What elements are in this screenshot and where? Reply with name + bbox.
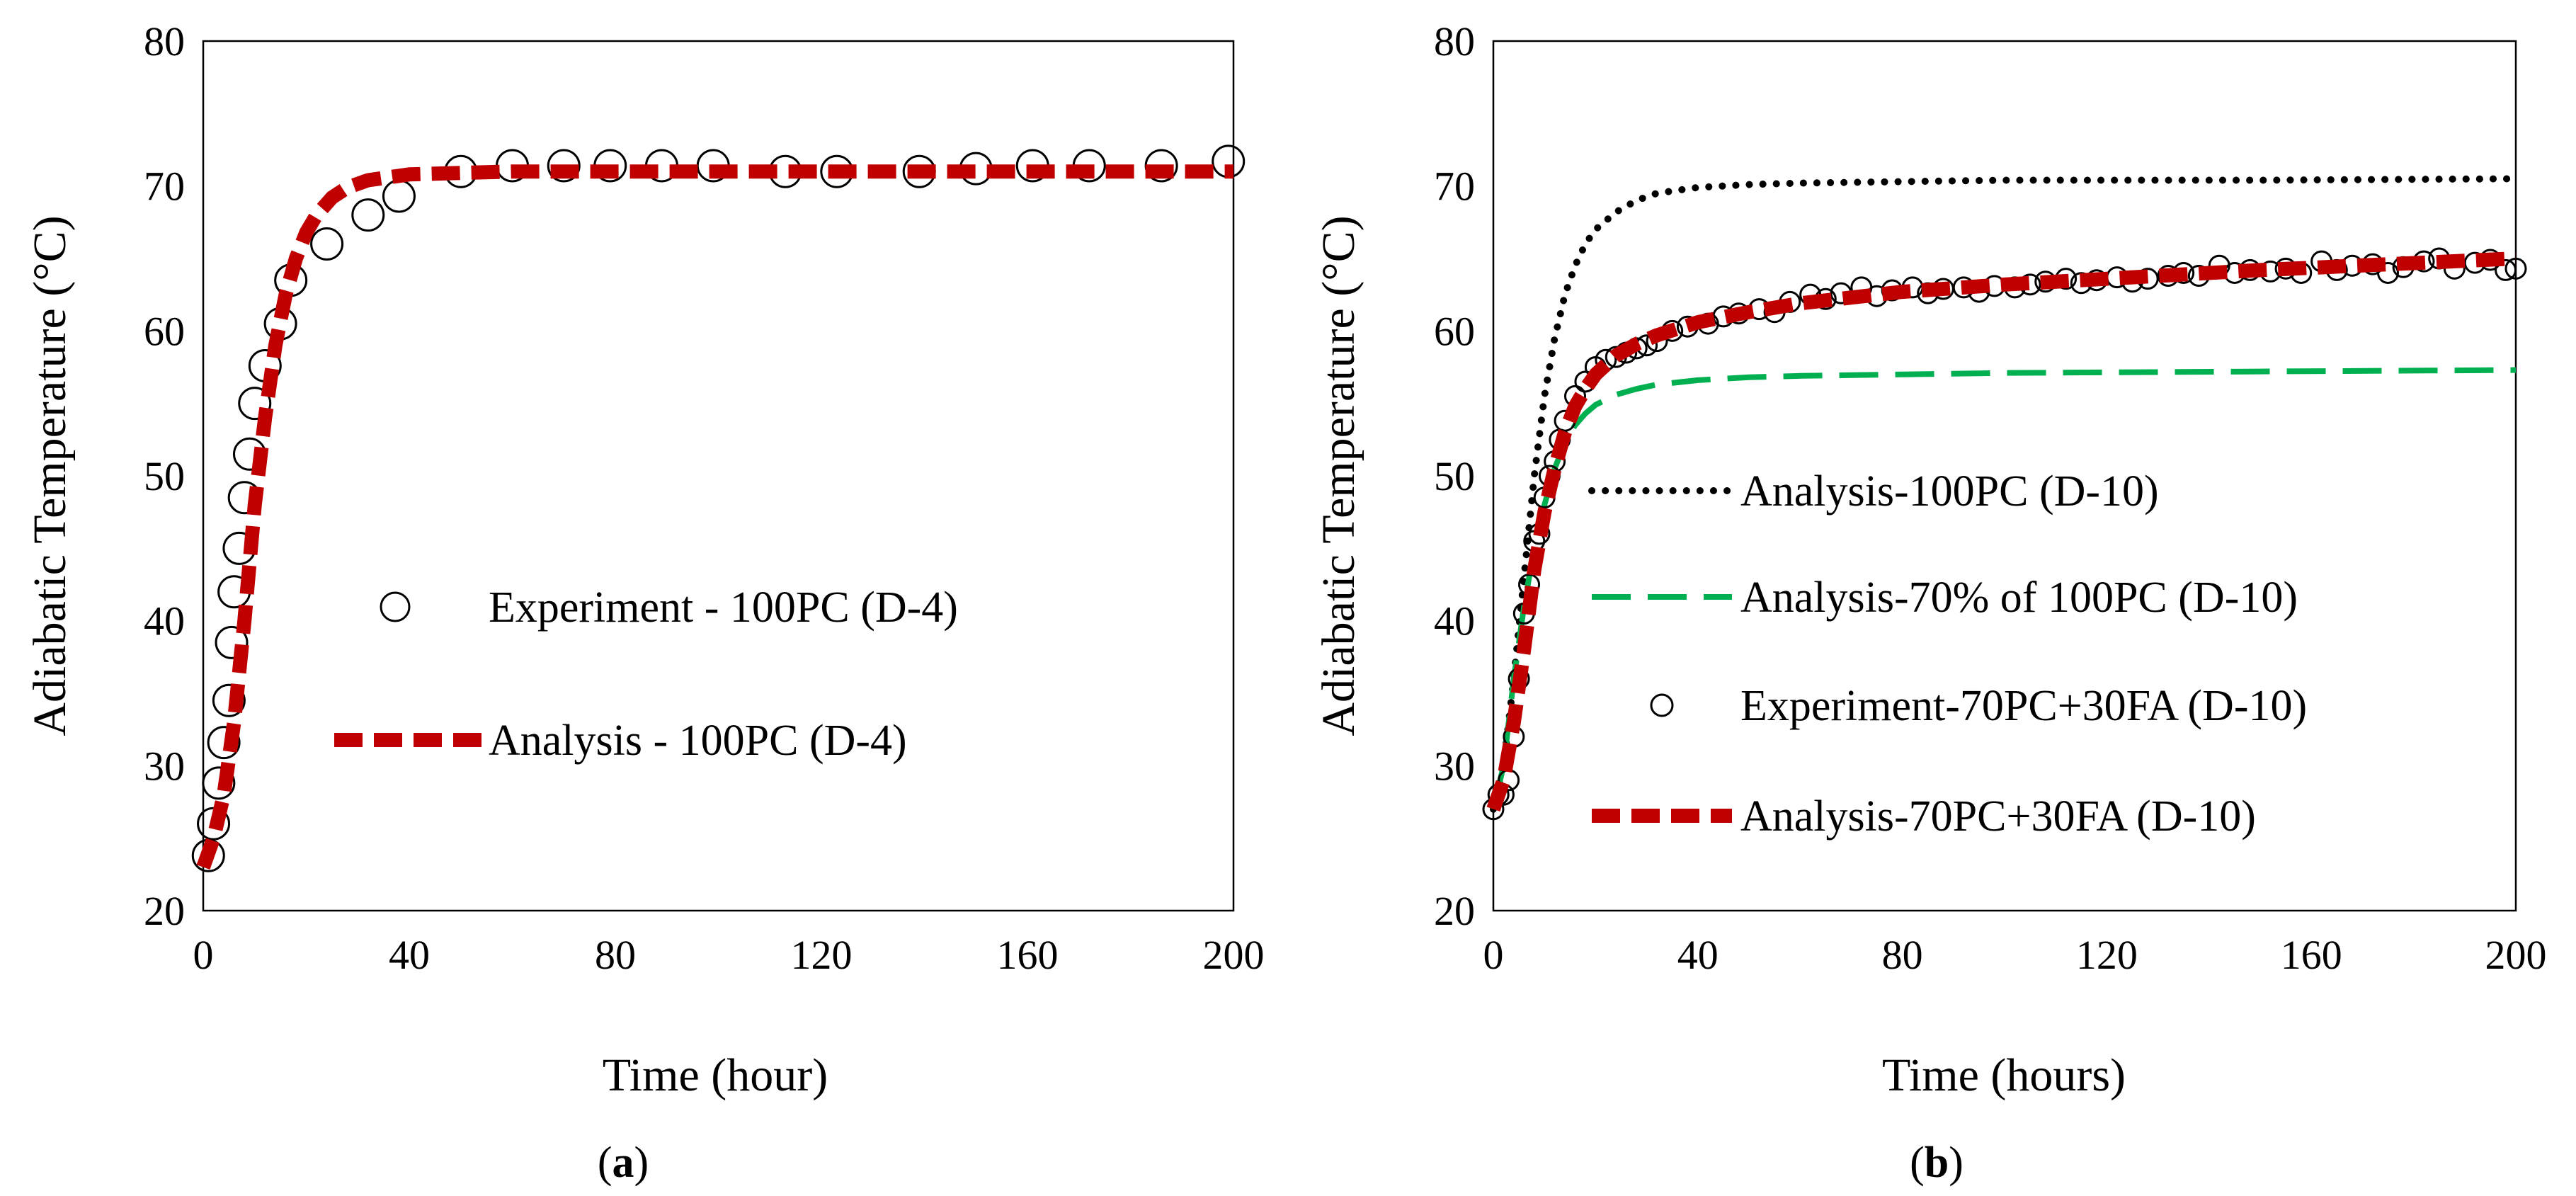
x-tick-label: 80 [595, 932, 636, 978]
data-point [2495, 258, 2517, 281]
y-tick-label: 30 [1434, 743, 1475, 789]
panel-label-b: (b) [1910, 1139, 1964, 1187]
legend-b: Analysis-100PC (D-10) Analysis-70% of 10… [1588, 467, 2307, 841]
legend-b-label-analysis-70pct: Analysis-70% of 100PC (D-10) [1740, 574, 2298, 622]
legend-a-symbol-experiment [380, 591, 411, 622]
data-point [351, 198, 385, 232]
x-tick-label: 200 [1203, 932, 1265, 978]
panel-label-b-close: ) [1949, 1139, 1964, 1187]
panel-label-b-letter: b [1925, 1139, 1949, 1187]
series-layer-b [1482, 175, 2527, 821]
data-point [238, 387, 272, 421]
x-tick-label: 40 [1677, 932, 1719, 978]
x-tick-label: 160 [2281, 932, 2342, 978]
x-tick-label: 160 [997, 932, 1059, 978]
legend-b-label-analysis-100pc: Analysis-100PC (D-10) [1740, 467, 2159, 516]
y-tick-label: 80 [1434, 18, 1475, 64]
data-point [2377, 261, 2399, 284]
series-line-analysis-100pc-d-4 [196, 164, 1233, 870]
data-point [547, 149, 581, 183]
series-line-analysis-100pc-d-10 [1490, 175, 2519, 813]
data-point [310, 227, 344, 261]
x-tick-label: 120 [791, 932, 853, 978]
legend-a-label-analysis: Analysis - 100PC (D-4) [489, 717, 907, 765]
y-tick-label: 60 [1434, 308, 1475, 354]
y-tick-labels-a: 20 30 40 50 60 70 80 [144, 18, 185, 934]
legend-a-label-experiment: Experiment - 100PC (D-4) [489, 583, 958, 632]
chart-panel-a: 20 30 40 50 60 70 80 0 40 80 120 160 200 Adiabatic … [24, 18, 1265, 1187]
panel-label-b-open: ( [1910, 1139, 1925, 1187]
y-tick-label: 20 [1434, 888, 1475, 934]
data-point [207, 726, 241, 760]
series-experiment-70pc-30fa-d-10 [1482, 247, 2527, 821]
y-tick-label: 60 [144, 308, 185, 354]
x-tick-label: 80 [1882, 932, 1923, 978]
x-tick-label: 120 [2076, 932, 2138, 978]
x-tick-label: 40 [389, 932, 430, 978]
data-point [382, 179, 416, 213]
data-point [212, 683, 246, 717]
x-tick-labels-b: 0 40 80 120 160 200 [1483, 932, 2547, 978]
plot-area-frame-a [202, 40, 1235, 912]
legend-b-symbol-experiment [1650, 693, 1674, 717]
panel-label-a-letter: a [612, 1139, 634, 1187]
panel-label-a-open: ( [598, 1139, 612, 1187]
chart-panel-b: 20 30 40 50 60 70 80 0 40 80 120 160 200 Adiabatic … [1313, 18, 2547, 1187]
plot-area-frame-b [1492, 40, 2517, 912]
y-tick-label: 80 [144, 18, 185, 64]
x-tick-labels-a: 0 40 80 120 160 200 [193, 932, 1265, 978]
legend-b-label-experiment: Experiment-70PC+30FA (D-10) [1740, 682, 2307, 730]
y-tick-label: 30 [144, 743, 185, 789]
x-axis-label-b: Time (hours) [1882, 1049, 2126, 1101]
series-layer-a [191, 144, 1246, 872]
y-tick-label: 40 [1434, 598, 1475, 644]
legend-b-label-analysis-70pc30fa: Analysis-70PC+30FA (D-10) [1740, 792, 2256, 841]
y-tick-label: 50 [1434, 453, 1475, 499]
panel-label-a: (a) [598, 1139, 649, 1187]
y-tick-label: 50 [144, 453, 185, 499]
y-tick-labels-b: 20 30 40 50 60 70 80 [1434, 18, 1475, 934]
y-axis-label-b: Adiabatic Temperature (°C) [1313, 215, 1364, 736]
y-tick-label: 40 [144, 598, 185, 644]
series-line-analysis-70pc-30fa-d-10 [1486, 251, 2517, 812]
x-axis-label-a: Time (hour) [603, 1049, 828, 1101]
x-tick-label: 0 [193, 932, 214, 978]
x-tick-label: 200 [2485, 932, 2547, 978]
y-tick-label: 20 [144, 888, 185, 934]
y-tick-label: 70 [1434, 164, 1475, 210]
y-tick-label: 70 [144, 164, 185, 210]
panel-label-a-close: ) [634, 1139, 649, 1187]
x-tick-label: 0 [1483, 932, 1504, 978]
data-point [215, 625, 249, 659]
y-axis-label-a: Adiabatic Temperature (°C) [24, 215, 76, 736]
legend-a: Experiment - 100PC (D-4) Analysis - 100P… [334, 583, 958, 765]
data-point [202, 766, 236, 800]
